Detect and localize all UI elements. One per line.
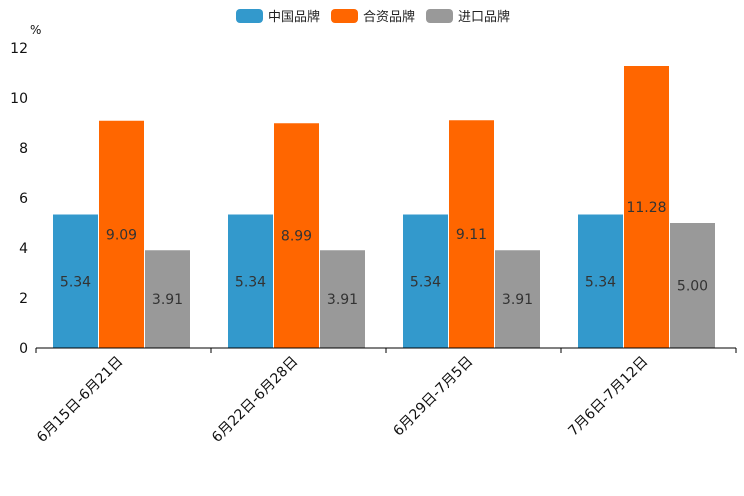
x-category-label-2: 6月22日-6月28日: [209, 354, 301, 446]
data-label-series2-cat1: 9.09: [106, 227, 137, 243]
bar-series3-cat3[interactable]: [495, 250, 540, 348]
data-label-series1-cat3: 5.34: [410, 274, 441, 290]
data-label-series2-cat3: 9.11: [456, 227, 487, 243]
y-axis-ticks: 0 2 4 6 8 10 12: [10, 41, 28, 357]
bar-series3-cat1[interactable]: [145, 250, 190, 348]
x-category-label-3: 6月29日-7月5日: [390, 354, 476, 440]
data-label-series2-cat4: 11.28: [626, 200, 666, 216]
data-label-series1-cat1: 5.34: [60, 274, 91, 290]
legend-label-2[interactable]: 合资品牌: [363, 9, 415, 25]
bar-series2-cat3[interactable]: [449, 120, 494, 348]
x-category-label-1: 6月15日-6月21日: [34, 354, 126, 446]
y-tick-label-8: 8: [19, 141, 28, 157]
bar-data-labels: 5.34 9.09 3.91 5.34 8.99 3.91 5.34 9.11 3.91 5.34…: [60, 200, 708, 308]
y-tick-label-0: 0: [19, 341, 28, 357]
legend-swatch-1: [236, 9, 263, 23]
data-label-series2-cat2: 8.99: [281, 229, 312, 245]
x-axis-category-labels: 6月15日-6月21日 6月22日-6月28日 6月29日-7月5日 7月6日-7月1…: [34, 354, 651, 446]
data-label-series1-cat2: 5.34: [235, 274, 266, 290]
y-tick-label-12: 12: [10, 41, 28, 57]
bar-series2-cat1[interactable]: [99, 120, 144, 348]
data-label-series3-cat2: 3.91: [327, 292, 358, 308]
data-label-series3-cat3: 3.91: [502, 292, 533, 308]
data-label-series3-cat4: 5.00: [677, 279, 708, 295]
bar-series1-cat2[interactable]: [228, 214, 273, 349]
bar-series3-cat2[interactable]: [320, 250, 365, 348]
y-tick-label-4: 4: [19, 241, 28, 257]
bar-series1-cat3[interactable]: [403, 214, 448, 349]
x-axis-ticks: [35, 348, 737, 353]
data-label-series1-cat4: 5.34: [585, 274, 616, 290]
bar-series1-cat4[interactable]: [578, 214, 623, 349]
bar-series: [53, 66, 715, 348]
bar-series2-cat2[interactable]: [274, 123, 319, 348]
legend-swatch-2: [331, 9, 358, 23]
chart-legend: 中国品牌 合资品牌 进口品牌: [236, 9, 510, 25]
y-tick-label-10: 10: [10, 91, 28, 107]
y-tick-label-2: 2: [19, 291, 28, 307]
y-tick-label-6: 6: [19, 191, 28, 207]
legend-label-3[interactable]: 进口品牌: [458, 9, 510, 25]
bar-series2-cat4[interactable]: [624, 66, 669, 348]
data-label-series3-cat1: 3.91: [152, 292, 183, 308]
y-axis-unit-label: %: [30, 23, 41, 37]
bar-series3-cat4[interactable]: [670, 223, 715, 348]
legend-swatch-3: [426, 9, 453, 23]
bar-series1-cat1[interactable]: [53, 214, 98, 349]
legend-label-1[interactable]: 中国品牌: [268, 9, 320, 25]
x-category-label-4: 7月6日-7月12日: [565, 354, 651, 440]
